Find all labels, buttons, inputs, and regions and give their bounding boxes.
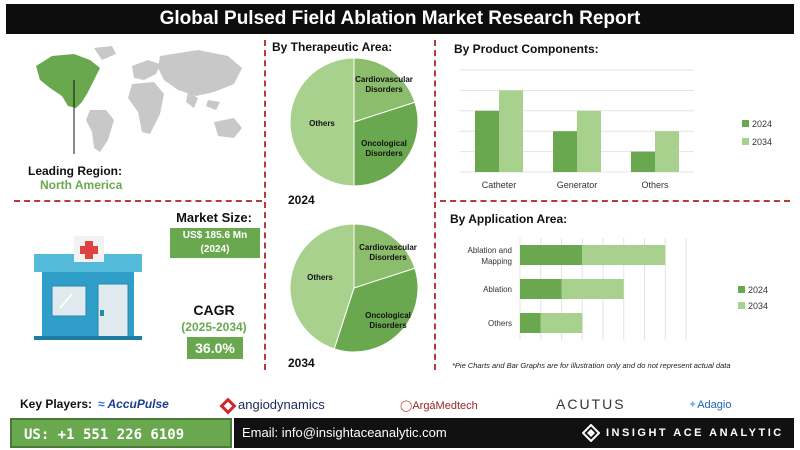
world-map: [36, 46, 242, 154]
cagr-value: 36.0%: [187, 337, 243, 359]
phone-number[interactable]: US: +1 551 226 6109: [10, 418, 232, 448]
leading-region-value: North America: [40, 178, 123, 192]
logo-adagio-text: Adagio: [697, 399, 732, 411]
logo-argamedtech: ◯ArgáMedtech: [400, 400, 478, 412]
pie-chart-2034: Cardiovascular Disorders Oncological Disord…: [289, 223, 419, 353]
hbar-0-2034: [582, 245, 666, 265]
market-size-year: (2024): [200, 244, 230, 255]
market-size-label: Market Size:: [176, 210, 252, 225]
divider-left: [264, 40, 266, 370]
y-tick-label: Ablation and Mapping: [468, 246, 512, 266]
legend-swatch-2034: [738, 302, 745, 309]
angiodynamics-mark-icon: [219, 397, 237, 415]
legend-label-2024: 2024: [748, 285, 768, 295]
bar-catheter-2034: [499, 90, 523, 172]
hbar-0-2024: [520, 245, 583, 265]
logo-argamedtech-text: ArgáMedtech: [412, 400, 478, 412]
divider-right-h: [440, 200, 790, 202]
disclaimer-note: *Pie Charts and Bar Graphs are for illus…: [452, 361, 731, 370]
legend-swatch-2024: [738, 286, 745, 293]
cagr-label: CAGR: [193, 302, 235, 318]
pie-2024-slice-2: [289, 57, 355, 187]
hbar-2-2024: [520, 313, 541, 333]
pie-2024-slice-1: [353, 101, 419, 187]
legend-label-2024: 2024: [752, 119, 772, 129]
bar-others-2024: [631, 151, 655, 172]
brand-name: INSIGHT ACE ANALYTIC: [606, 427, 784, 439]
leading-region-label: Leading Region:: [28, 164, 122, 178]
x-tick-label: Catheter: [482, 180, 517, 190]
north-america-region: [36, 54, 100, 108]
logo-angiodynamics-text: angiodynamics: [238, 397, 325, 412]
logo-accupulse: ≈ AccuPulse: [98, 397, 169, 411]
pie-2024-year: 2024: [288, 193, 315, 207]
key-players-label: Key Players:: [20, 397, 93, 411]
pie-2034-year: 2034: [288, 356, 315, 370]
hospital-icon: [34, 236, 142, 340]
bar-others-2034: [655, 131, 679, 172]
pie-2034-label-0: Cardiovascular Disorders: [359, 243, 417, 262]
pie-2034-slice-0: [353, 223, 416, 289]
hbar-1-2034: [561, 279, 624, 299]
x-tick-label: Others: [641, 180, 669, 190]
pie-2024-label-0: Cardiovascular Disorders: [355, 75, 413, 94]
application-title: By Application Area:: [450, 212, 568, 226]
product-components-chart: Catheter Generator Others 2024 2034: [460, 69, 772, 190]
bar-generator-2024: [553, 131, 577, 172]
therapeutic-title: By Therapeutic Area:: [272, 40, 393, 54]
email-address[interactable]: Email: info@insightaceanalytic.com: [242, 425, 447, 440]
legend-swatch-2024: [742, 120, 749, 127]
legend-label-2034: 2034: [748, 301, 768, 311]
brand-logo-icon: [581, 423, 601, 443]
components-title: By Product Components:: [454, 42, 599, 56]
logo-angiodynamics: angiodynamics: [219, 397, 325, 415]
pie-2034-slice-1: [333, 267, 419, 353]
logo-accupulse-text: AccuPulse: [107, 397, 169, 411]
bar-catheter-2024: [475, 110, 499, 172]
pie-2024-label-2: Others: [309, 119, 335, 128]
application-area-chart: Ablation and Mapping Ablation Others 2024 203…: [468, 238, 768, 340]
market-size-value: US$ 185.6 Mn: [182, 230, 248, 241]
pie-2024-slice-0: [353, 57, 416, 123]
pie-chart-2024: Cardiovascular Disorders Oncological Disord…: [289, 57, 419, 187]
logo-adagio: ✦Adagio: [688, 399, 732, 411]
y-tick-label: Ablation: [483, 285, 512, 294]
x-tick-label: Generator: [557, 180, 598, 190]
pie-2034-label-1: Oncological Disorders: [365, 311, 411, 330]
bar-generator-2034: [577, 110, 601, 172]
hbar-2-2034: [540, 313, 583, 333]
market-size-box: US$ 185.6 Mn (2024): [170, 228, 260, 258]
legend-label-2034: 2034: [752, 137, 772, 147]
hbar-1-2024: [520, 279, 562, 299]
pie-2034-slice-2: [289, 223, 355, 350]
divider-right: [434, 40, 436, 370]
divider-left-h: [14, 200, 262, 202]
pie-2024-label-1: Oncological Disorders: [361, 139, 407, 158]
cagr-period: (2025-2034): [181, 320, 247, 334]
logo-acutus: ACUTUS: [556, 396, 626, 412]
legend-swatch-2034: [742, 138, 749, 145]
page-title: Global Pulsed Field Ablation Market Rese…: [6, 4, 794, 34]
footer-bar: Email: info@insightaceanalytic.com INSIG…: [234, 418, 794, 448]
y-tick-label: Others: [488, 319, 512, 328]
pie-2034-label-2: Others: [307, 273, 333, 282]
